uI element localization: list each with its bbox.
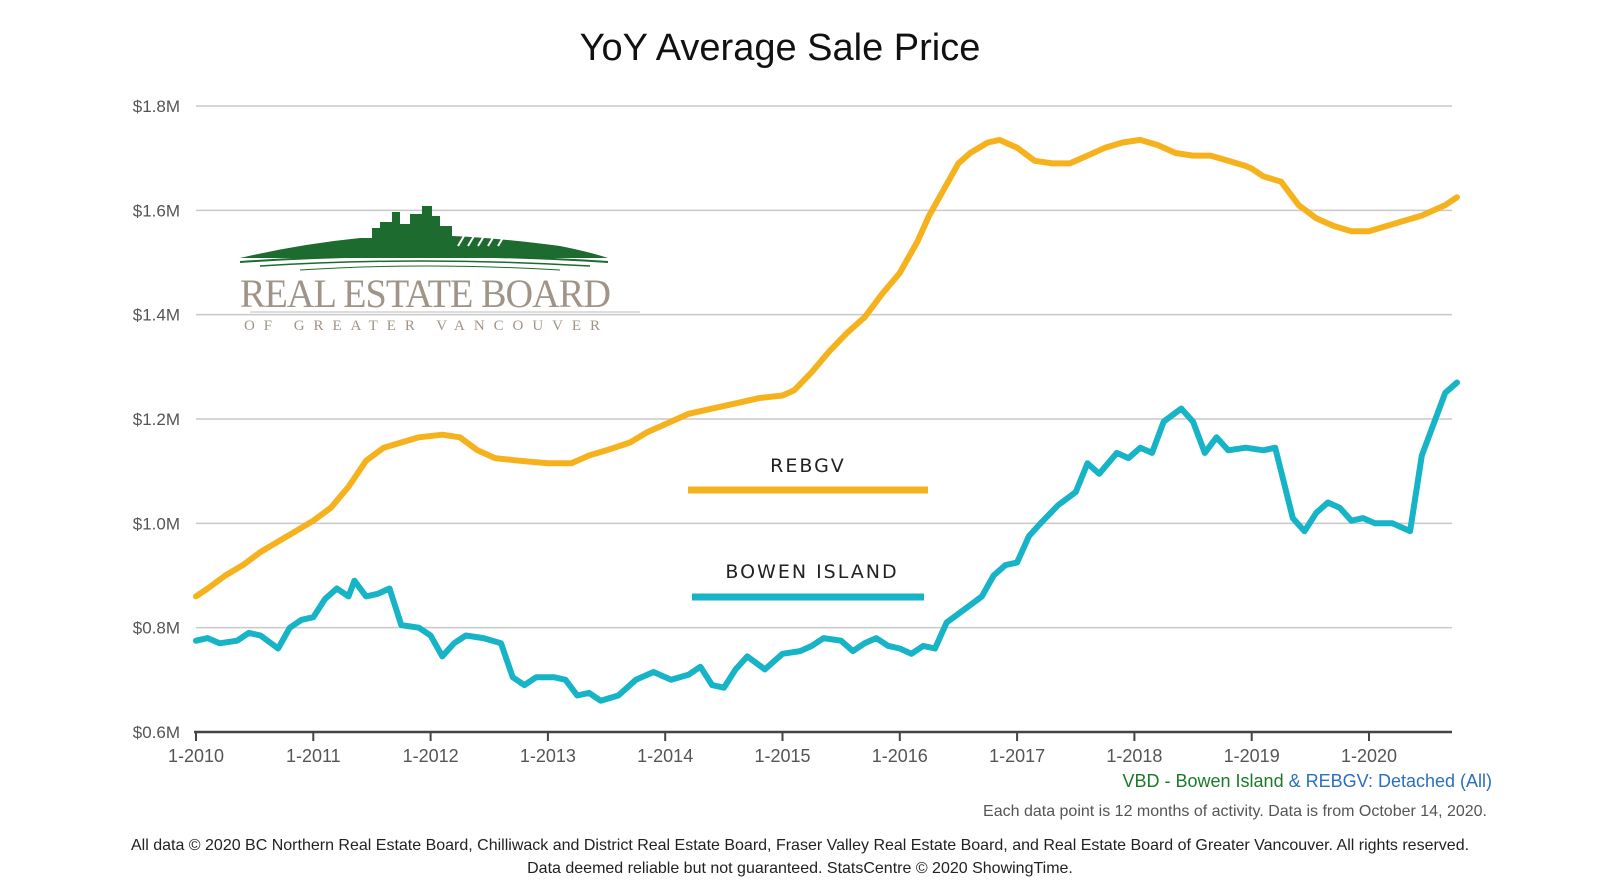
x-tick-label: 1-2013 bbox=[520, 746, 576, 766]
series-line-bowen-island bbox=[193, 379, 1460, 704]
series-lines bbox=[193, 136, 1460, 704]
logo-title: REAL ESTATE BOARD bbox=[240, 271, 610, 316]
y-tick-label: $1.8M bbox=[133, 97, 180, 116]
legend-label-rebgv: REBGV bbox=[770, 455, 846, 477]
y-tick-label: $1.2M bbox=[133, 410, 180, 429]
series-line-rebgv bbox=[193, 136, 1460, 600]
x-tick-label: 1-2019 bbox=[1224, 746, 1280, 766]
grid bbox=[196, 105, 1452, 629]
x-tick-label: 1-2012 bbox=[403, 746, 459, 766]
y-tick-label: $0.6M bbox=[133, 723, 180, 742]
legend: REBGV BOWEN ISLAND bbox=[688, 455, 928, 601]
x-tick-label: 1-2010 bbox=[168, 746, 224, 766]
footer-copyright: All data © 2020 BC Northern Real Estate … bbox=[131, 837, 1469, 854]
y-tick-label: $1.0M bbox=[133, 514, 180, 533]
source-label: VBD - Bowen Island & REBGV: Detached (Al… bbox=[1123, 771, 1493, 791]
logo-subtitle: OF GREATER VANCOUVER bbox=[244, 318, 606, 334]
x-tick-label: 1-2011 bbox=[286, 746, 341, 766]
x-tick-label: 1-2016 bbox=[872, 746, 928, 766]
data-note: Each data point is 12 months of activity… bbox=[983, 803, 1487, 820]
x-tick-label: 1-2017 bbox=[989, 746, 1045, 766]
x-tick-label: 1-2015 bbox=[754, 746, 810, 766]
x-tick-label: 1-2018 bbox=[1106, 746, 1162, 766]
axes: $0.6M $0.8M $1.0M $1.2M $1.4M $1.6M $1.8M 1-201… bbox=[133, 97, 1452, 766]
chart-title: YoY Average Sale Price bbox=[580, 27, 981, 69]
source-label-bowen: VBD - Bowen Island bbox=[1123, 771, 1284, 791]
footer-disclaimer: Data deemed reliable but not guaranteed.… bbox=[527, 860, 1073, 877]
source-label-rebgv: REBGV: Detached (All) bbox=[1306, 771, 1492, 791]
source-label-amp: & bbox=[1284, 771, 1306, 791]
x-tick-label: 1-2014 bbox=[637, 746, 693, 766]
y-tick-label: $0.8M bbox=[133, 619, 180, 638]
y-tick-label: $1.6M bbox=[133, 201, 180, 220]
x-tick-label: 1-2020 bbox=[1341, 746, 1397, 766]
real-estate-board-logo: REAL ESTATE BOARD OF GREATER VANCOUVER bbox=[239, 206, 640, 334]
city-skyline-icon bbox=[239, 206, 609, 271]
legend-label-bowen-island: BOWEN ISLAND bbox=[725, 561, 898, 583]
y-tick-label: $1.4M bbox=[133, 306, 180, 325]
